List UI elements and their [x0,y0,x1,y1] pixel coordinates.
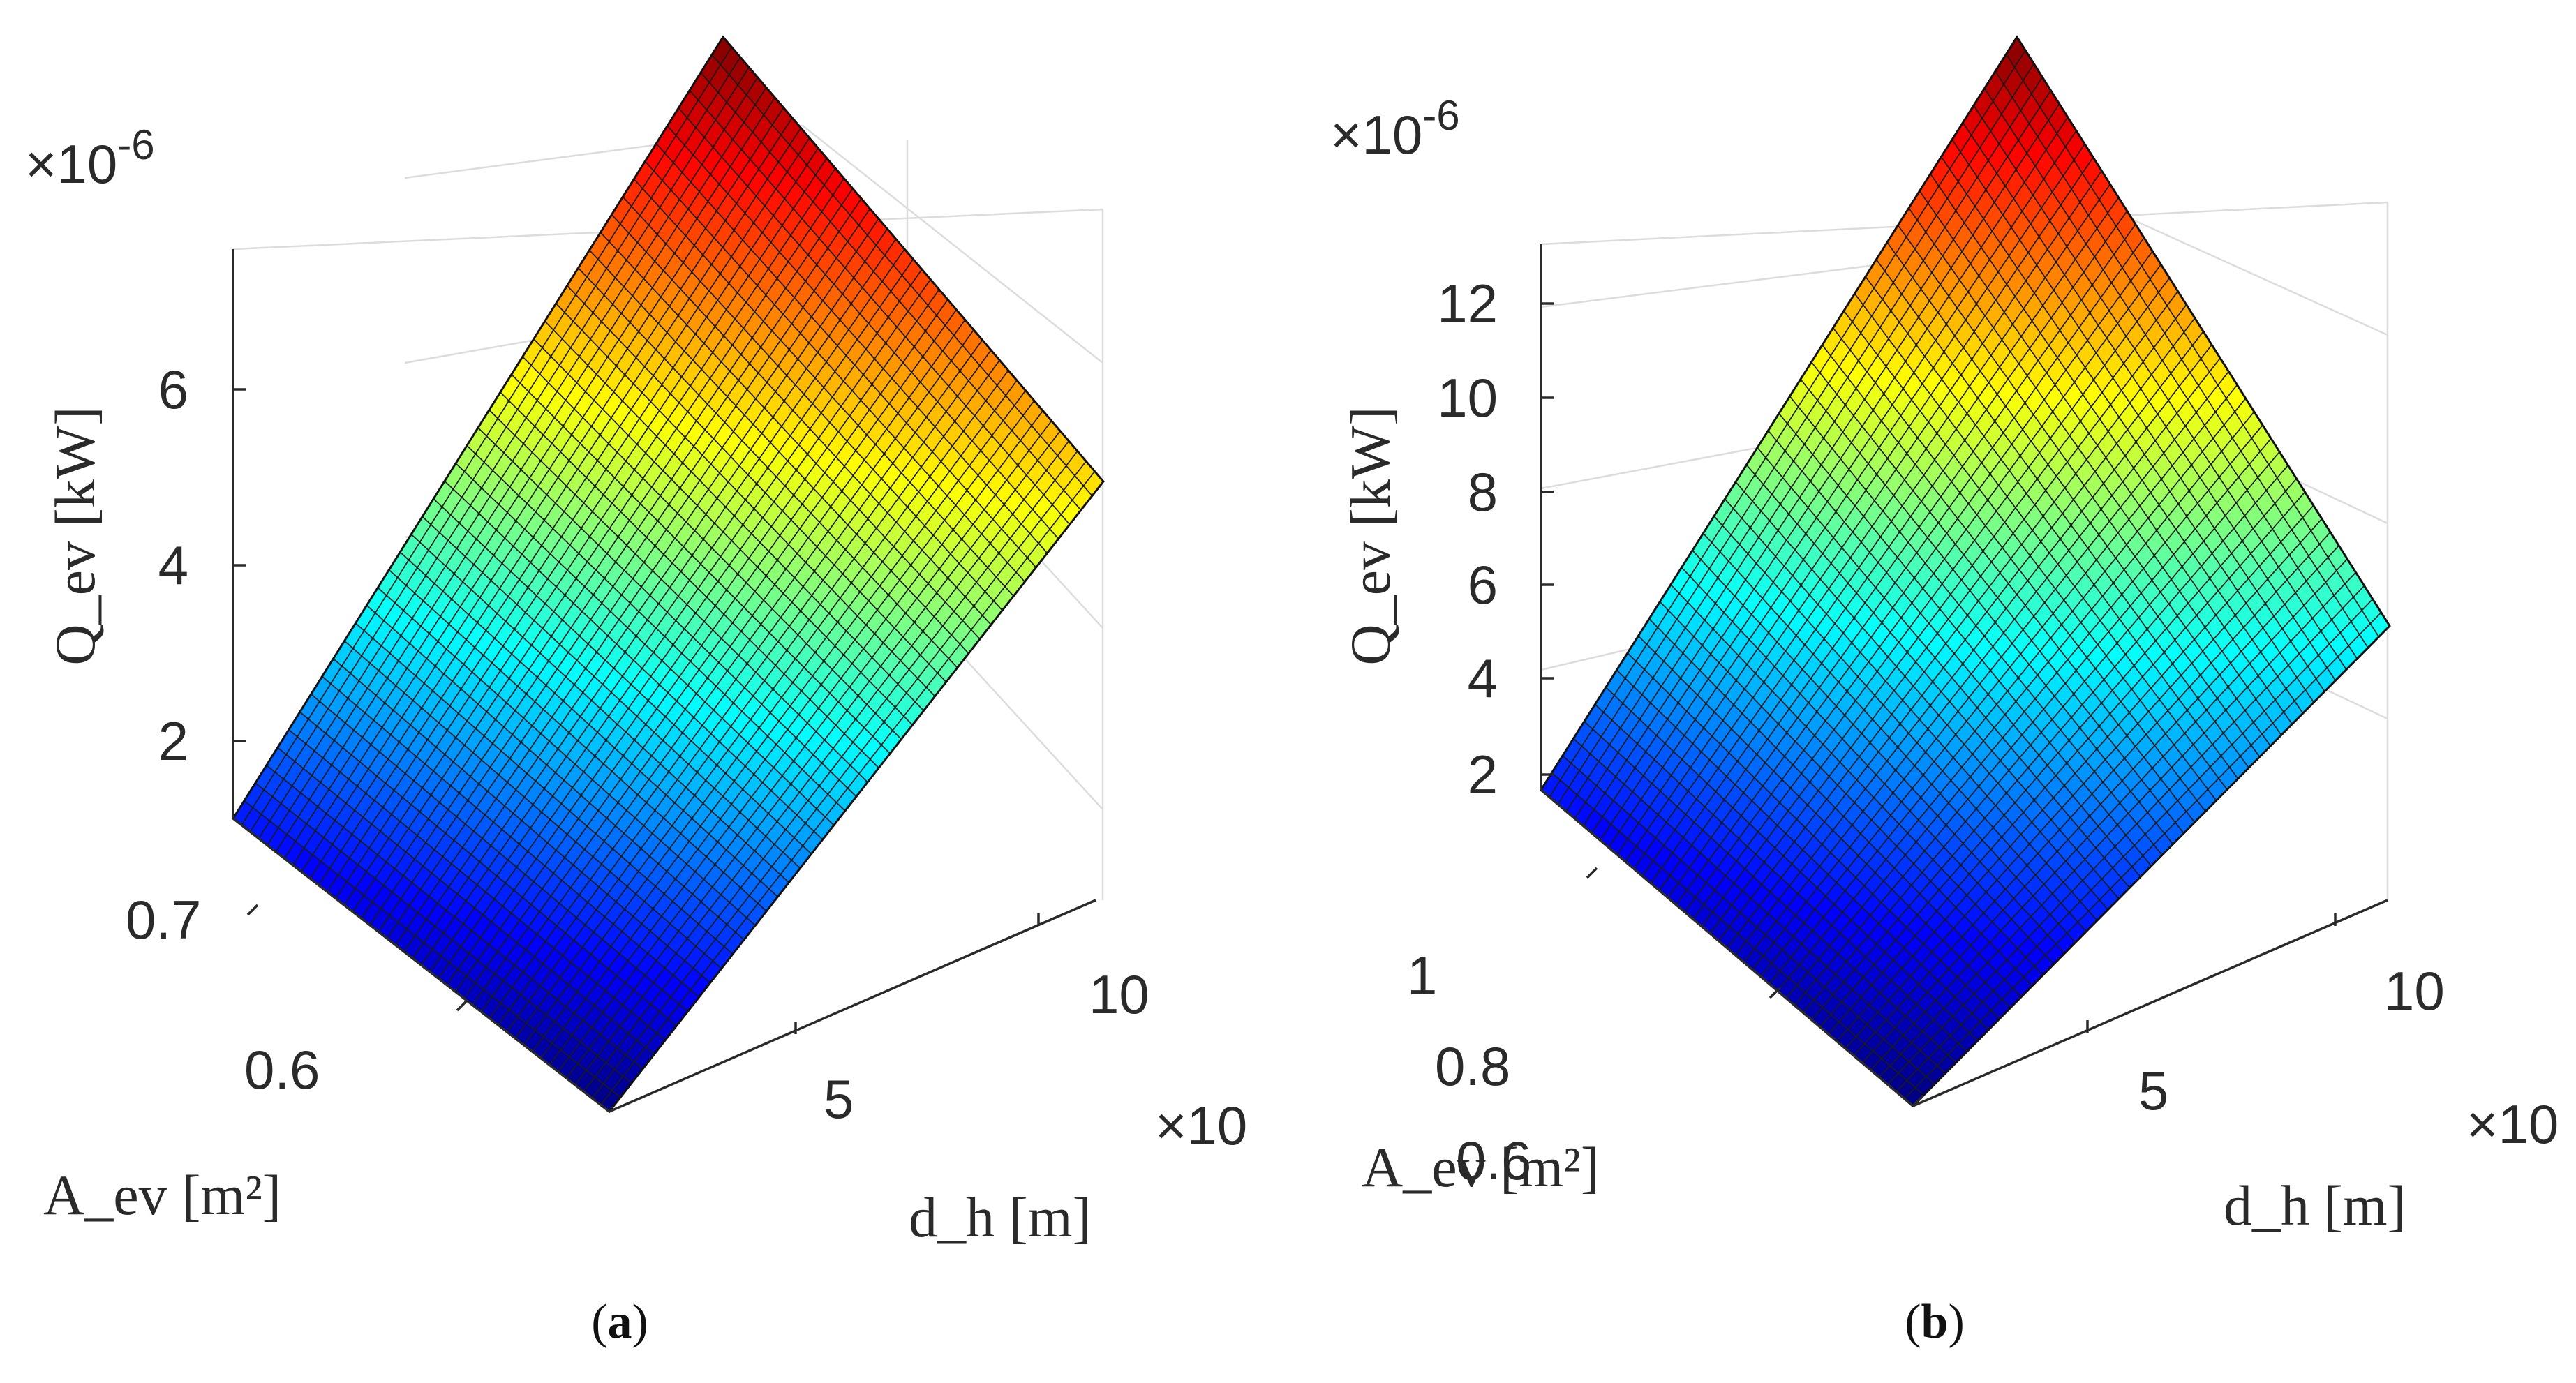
surface-plot-a: 2 4 6 0.7 0.6 5 10 ×10-6 ×10 Q_ev [kW] A_ev [m²] d_… [25,35,1247,1249]
z-tick-label-a-0: 2 [158,710,188,772]
y-tick-b-1 [1769,987,1781,999]
x-tick-label-b-0: 5 [2138,1060,2168,1121]
y-tick-label-a-1: 0.6 [244,1039,320,1100]
x-tick-label-a-1: 10 [1089,964,1149,1025]
surface-a [232,36,1105,1113]
x-axis-line-a [609,899,1096,1113]
surface-b [1540,36,2391,1107]
axes-a [232,249,1096,1113]
y-axis-label-b: A_ev [m²] [1362,1135,1600,1199]
y-tick-b-2 [1912,1095,1924,1107]
x-axis-line-b [1912,899,2388,1107]
z-axis-label-a: Q_ev [kW] [43,406,107,665]
y-tick-b-0 [1586,867,1598,879]
gridline-a-6 [802,125,1103,364]
z-exponent-label-b: ×10-6 [1330,92,1460,165]
z-exponent-power-a: -6 [117,121,154,168]
z-exponent-label-a: ×10-6 [25,121,155,195]
y-axis-line-b [1540,788,1914,1107]
x-exponent-label-b: ×10 [2466,1093,2559,1155]
y-tick-label-b-0: 1 [1407,945,1437,1006]
chart-panel-a: 2 4 6 0.7 0.6 5 10 ×10-6 ×10 Q_ev [kW] A_ev [m²] d_… [25,35,1247,1349]
caption-a: (a) [591,1295,648,1349]
x-axis-label-b: d_h [m] [2224,1174,2406,1237]
x-exponent-label-a: ×10 [1155,1095,1247,1156]
z-tick-label-a-2: 6 [158,359,188,420]
axes-b [1540,244,2388,1107]
y-tick-label-a-0: 0.7 [126,889,201,950]
z-tick-label-b-3: 8 [1468,461,1498,523]
y-tick-a-0 [246,904,259,916]
y-tick-label-b-1: 0.8 [1435,1036,1510,1097]
y-tick-label-b-2: 0.6 [1456,1130,1531,1191]
z-tick-label-a-1: 4 [158,534,188,596]
z-axis-label-b: Q_ev [kW] [1339,406,1402,665]
y-tick-a-1 [456,999,468,1012]
caption-b: (b) [1905,1295,1965,1349]
surface-plot-b: 2 4 6 8 10 12 1 0.8 0.6 5 10 ×10-6 ×10 Q_ev [kW] A_ev … [1330,35,2559,1237]
chart-panel-b: 2 4 6 8 10 12 1 0.8 0.6 5 10 ×10-6 ×10 Q_ev [kW] A_ev … [1288,0,2576,1383]
y-axis-label-a: A_ev [m²] [43,1163,281,1227]
x-axis-label-a: d_h [m] [909,1186,1092,1249]
x-tick-label-b-1: 10 [2384,960,2445,1022]
x-tick-label-a-0: 5 [824,1068,854,1130]
z-exponent-power-b: -6 [1422,92,1459,139]
z-tick-label-b-5: 12 [1437,273,1498,334]
z-tick-label-b-4: 10 [1437,367,1498,428]
z-tick-label-b-2: 6 [1468,554,1498,615]
y-axis-line-a [232,817,611,1113]
z-tick-label-b-1: 4 [1468,648,1498,709]
z-tick-label-b-0: 2 [1468,744,1498,805]
